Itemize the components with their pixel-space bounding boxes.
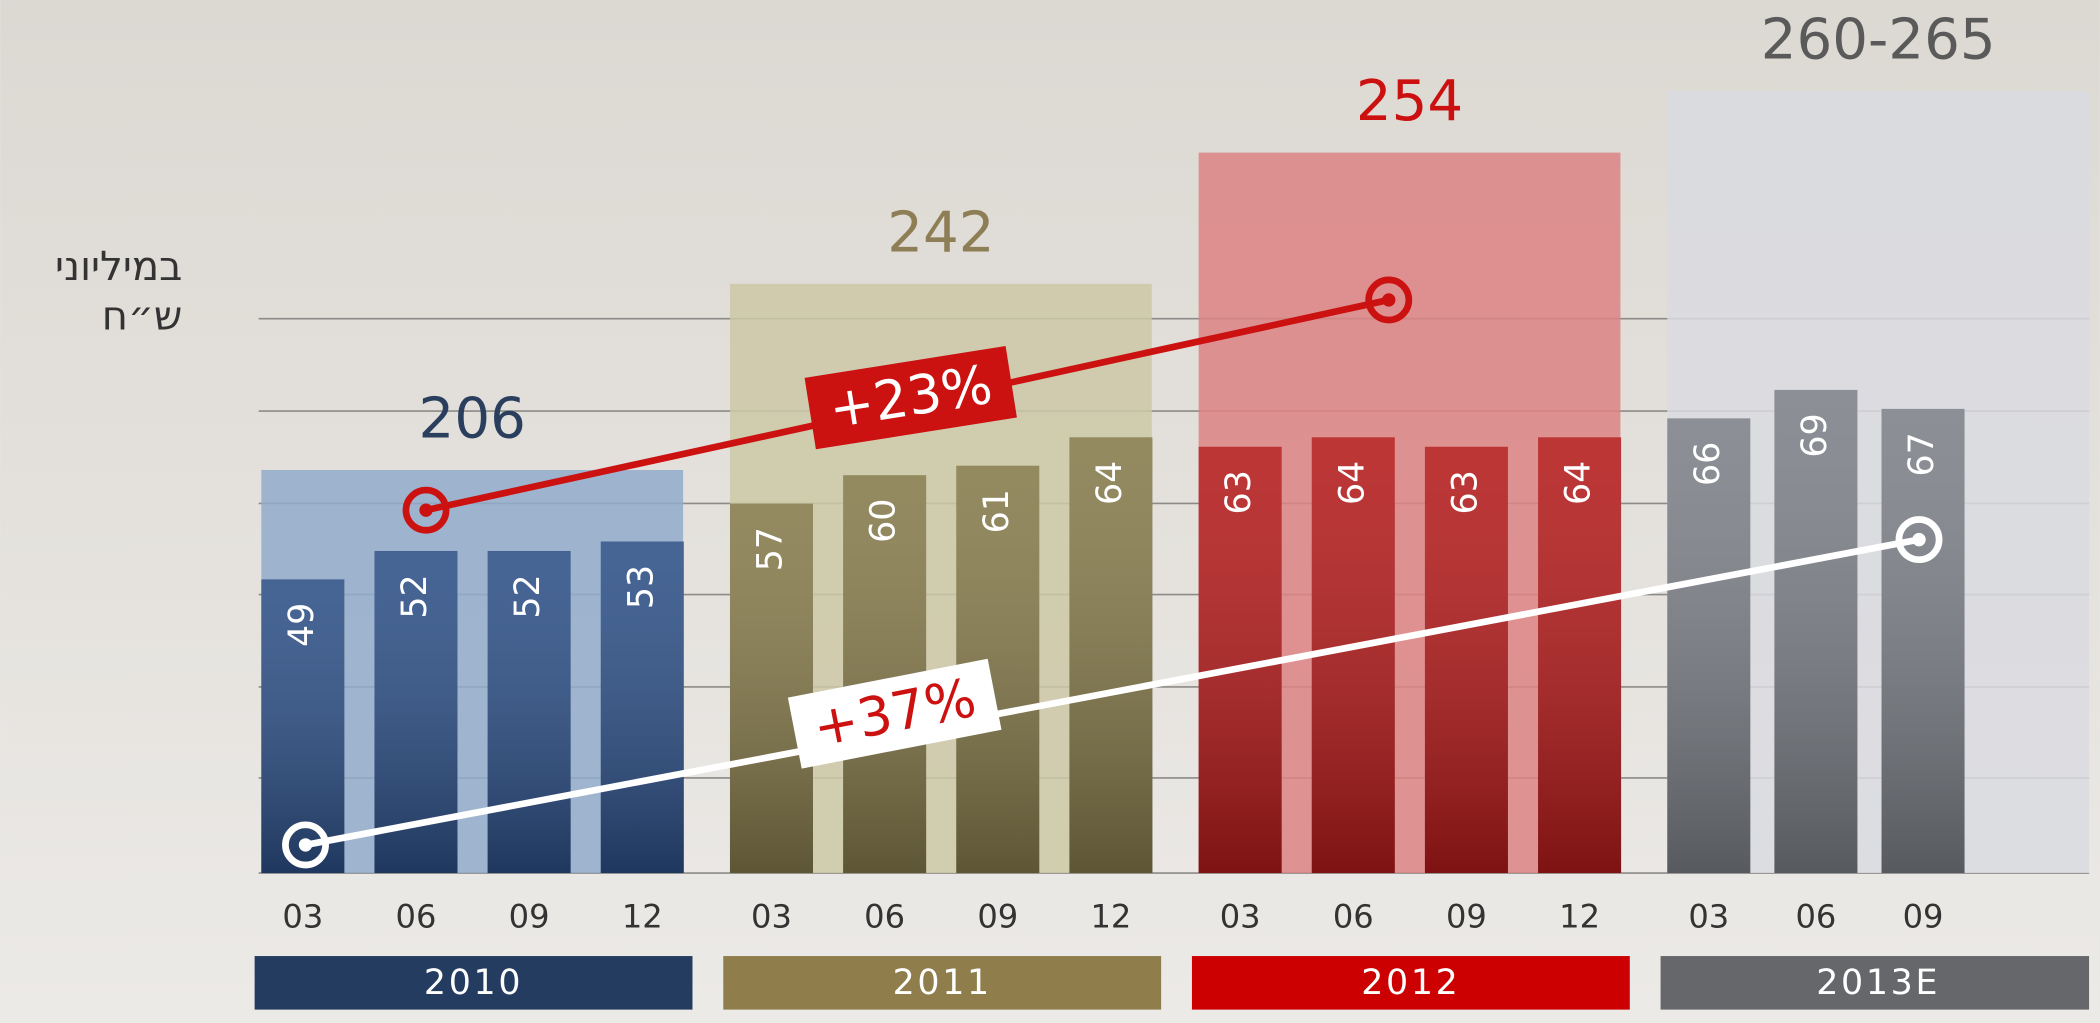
x-tick-label: 03: [751, 898, 792, 936]
year-label: 2013E: [1816, 963, 1940, 1003]
bar-value-label: 52: [395, 574, 435, 618]
chart: במיליוני ש״ח 206 2010 49 03 52 06 52 09 53 12 242 2…: [0, 0, 2100, 1023]
x-tick-label: 12: [1559, 898, 1600, 936]
bar-value-label: 66: [1688, 442, 1728, 486]
bar-value-label: 52: [508, 574, 548, 618]
x-tick-label: 06: [864, 898, 905, 936]
year-total: 254: [1356, 69, 1463, 134]
bar-value-label: 64: [1559, 461, 1599, 505]
x-tick-label: 12: [622, 898, 663, 936]
bar-shade: [1667, 418, 1750, 873]
bar-value-label: 53: [621, 565, 661, 609]
x-tick-label: 12: [1090, 898, 1131, 936]
bar-value-label: 67: [1902, 432, 1942, 476]
year-label: 2010: [424, 963, 523, 1003]
growth-marker-dot: [1382, 293, 1395, 306]
x-tick-label: 09: [977, 898, 1018, 936]
growth-marker-dot: [299, 838, 312, 851]
year-label: 2012: [1361, 963, 1460, 1003]
year-total: 242: [887, 200, 994, 265]
growth-marker-dot: [419, 503, 432, 516]
bar-shade: [1882, 409, 1965, 873]
x-tick-label: 06: [1795, 898, 1836, 936]
bar-value-label: 49: [282, 603, 322, 647]
x-tick-label: 06: [1333, 898, 1374, 936]
x-tick-label: 03: [282, 898, 323, 936]
year-label: 2011: [893, 963, 992, 1003]
bar-value-label: 64: [1332, 461, 1372, 505]
bar-shade: [1774, 390, 1857, 873]
x-tick-label: 03: [1688, 898, 1729, 936]
bar-value-label: 57: [750, 527, 790, 571]
x-tick-label: 03: [1220, 898, 1261, 936]
y-label: ש״ח: [102, 294, 183, 340]
y-label: במיליוני: [55, 244, 182, 290]
x-tick-label: 09: [1446, 898, 1487, 936]
year-total: 260-265: [1761, 7, 1996, 72]
x-tick-label: 09: [1903, 898, 1944, 936]
x-tick-label: 06: [396, 898, 437, 936]
year-total: 206: [419, 386, 526, 451]
bar-value-label: 64: [1090, 461, 1130, 505]
x-tick-label: 09: [509, 898, 550, 936]
growth-marker-dot: [1912, 533, 1925, 546]
bar-value-label: 61: [977, 489, 1017, 533]
bar-value-label: 63: [1445, 470, 1485, 514]
bar-value-label: 63: [1219, 470, 1259, 514]
bar-value-label: 60: [864, 499, 904, 543]
bar-value-label: 69: [1795, 413, 1835, 457]
